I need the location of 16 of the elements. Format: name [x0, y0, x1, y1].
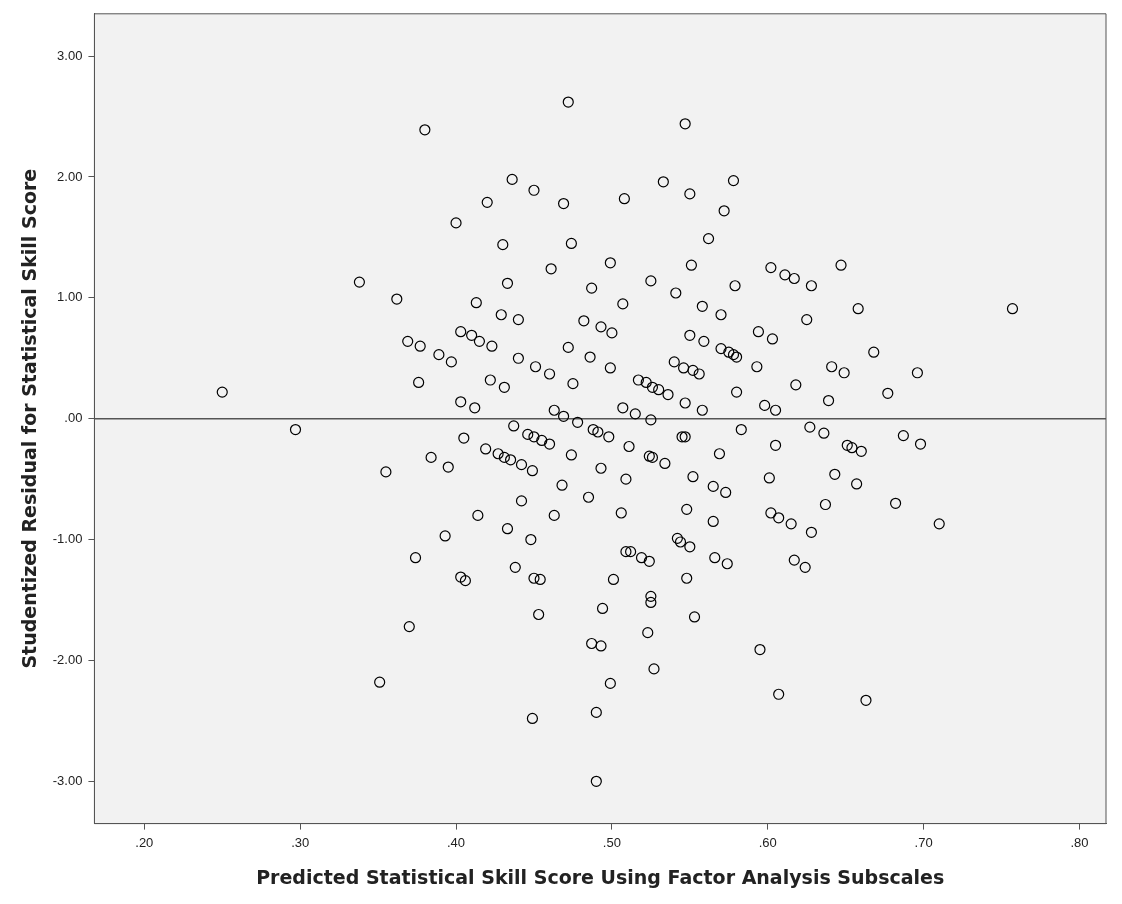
y-tick-label: 3.00 — [57, 47, 83, 63]
x-tick-label: .30 — [291, 834, 310, 850]
x-tick-label: .40 — [447, 834, 466, 850]
x-axis-title: Predicted Statistical Skill Score Using Factor Analysis Subscales — [256, 865, 945, 888]
y-tick-label: -2.00 — [52, 652, 83, 668]
y-axis-title: Studentized Residual for Statistical Skill Score — [18, 168, 41, 669]
x-tick-label: .70 — [914, 834, 933, 850]
x-tick-label: .20 — [135, 834, 154, 850]
y-tick-label: -1.00 — [52, 531, 83, 547]
y-tick-label: .00 — [64, 410, 83, 426]
y-tick-label: 1.00 — [57, 289, 83, 305]
y-tick-label: -3.00 — [52, 772, 83, 788]
x-tick-label: .80 — [1070, 834, 1089, 850]
y-tick-label: 2.00 — [57, 168, 83, 184]
x-tick-label: .50 — [602, 834, 621, 850]
x-tick-label: .60 — [758, 834, 777, 850]
